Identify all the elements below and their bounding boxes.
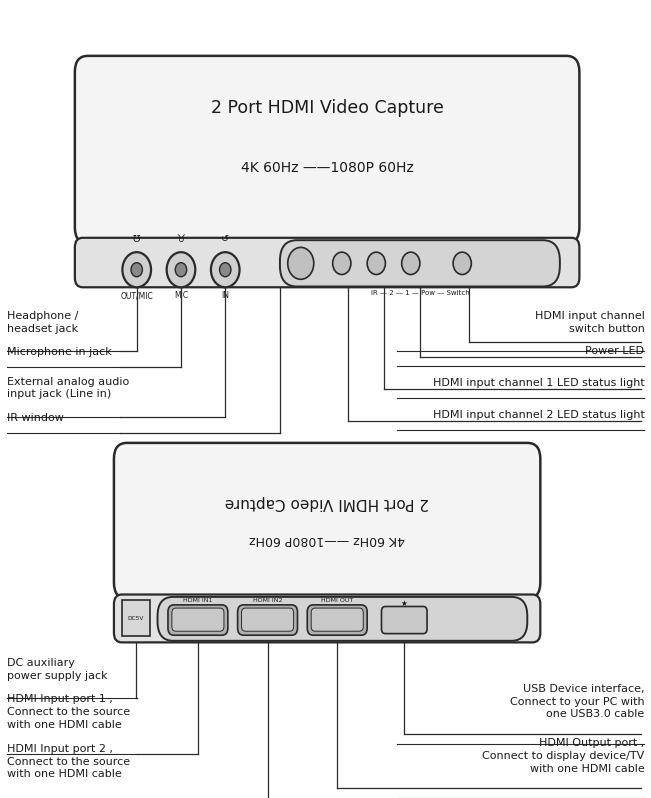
Circle shape bbox=[131, 263, 143, 277]
Text: ★: ★ bbox=[401, 598, 408, 607]
Circle shape bbox=[219, 263, 231, 277]
Text: External analog audio
input jack (Line in): External analog audio input jack (Line i… bbox=[7, 377, 129, 400]
Text: MIC: MIC bbox=[174, 291, 188, 300]
Text: IR — 2 — 1 — Pow — Switch: IR — 2 — 1 — Pow — Switch bbox=[370, 290, 469, 297]
Text: HDMI Input port 1 ,
Connect to the source
with one HDMI cable: HDMI Input port 1 , Connect to the sourc… bbox=[7, 694, 130, 730]
Text: 2 Port HDMI Video Capture: 2 Port HDMI Video Capture bbox=[211, 100, 443, 117]
Text: Microphone in jack: Microphone in jack bbox=[7, 347, 111, 358]
Circle shape bbox=[175, 263, 187, 277]
Text: IR window: IR window bbox=[7, 413, 63, 424]
FancyBboxPatch shape bbox=[307, 605, 367, 635]
FancyBboxPatch shape bbox=[381, 606, 427, 634]
Circle shape bbox=[402, 252, 420, 275]
Circle shape bbox=[333, 252, 351, 275]
FancyBboxPatch shape bbox=[168, 605, 228, 635]
Text: HDMI IN2: HDMI IN2 bbox=[253, 598, 283, 603]
Circle shape bbox=[367, 252, 385, 275]
Text: HDMI Output port ,
Connect to display device/TV
with one HDMI cable: HDMI Output port , Connect to display de… bbox=[482, 738, 644, 774]
Text: HDMI input channel
switch button: HDMI input channel switch button bbox=[534, 311, 644, 334]
Text: USB Device interface,
Connect to your PC with
one USB3.0 cable: USB Device interface, Connect to your PC… bbox=[510, 684, 644, 720]
Text: DC auxiliary
power supply jack: DC auxiliary power supply jack bbox=[7, 658, 107, 681]
FancyBboxPatch shape bbox=[238, 605, 298, 635]
FancyBboxPatch shape bbox=[280, 240, 560, 286]
Circle shape bbox=[288, 247, 314, 279]
FancyBboxPatch shape bbox=[114, 443, 540, 598]
FancyBboxPatch shape bbox=[172, 608, 224, 631]
FancyBboxPatch shape bbox=[114, 595, 540, 642]
Text: ℧: ℧ bbox=[133, 234, 141, 244]
Text: HDMI Input port 2 ,
Connect to the source
with one HDMI cable: HDMI Input port 2 , Connect to the sourc… bbox=[7, 744, 130, 780]
FancyBboxPatch shape bbox=[242, 608, 294, 631]
Text: HDMI input channel 1 LED status light: HDMI input channel 1 LED status light bbox=[433, 378, 644, 389]
Text: IN: IN bbox=[221, 291, 229, 300]
Text: 4K 60Hz ——1080P 60Hz: 4K 60Hz ——1080P 60Hz bbox=[249, 533, 405, 546]
Text: ↺: ↺ bbox=[221, 234, 229, 244]
Circle shape bbox=[211, 252, 240, 287]
FancyBboxPatch shape bbox=[75, 56, 579, 243]
Text: HDMI IN1: HDMI IN1 bbox=[183, 598, 213, 603]
FancyBboxPatch shape bbox=[311, 608, 363, 631]
Text: OUT/MIC: OUT/MIC bbox=[120, 291, 153, 300]
Text: 4K 60Hz ——1080P 60Hz: 4K 60Hz ——1080P 60Hz bbox=[241, 161, 413, 176]
Circle shape bbox=[167, 252, 195, 287]
Text: 2 Port HDMI Video Capture: 2 Port HDMI Video Capture bbox=[225, 495, 429, 509]
Circle shape bbox=[122, 252, 151, 287]
Text: HDMI OUT: HDMI OUT bbox=[321, 598, 353, 603]
FancyBboxPatch shape bbox=[158, 597, 527, 641]
Text: HDMI input channel 2 LED status light: HDMI input channel 2 LED status light bbox=[433, 410, 644, 421]
Circle shape bbox=[453, 252, 471, 275]
Text: DC5V: DC5V bbox=[128, 615, 145, 621]
Bar bbox=[122, 600, 150, 636]
Text: Power LED: Power LED bbox=[585, 346, 644, 357]
FancyBboxPatch shape bbox=[75, 238, 579, 287]
Text: ♉: ♉ bbox=[176, 234, 186, 244]
Text: Headphone /
headset jack: Headphone / headset jack bbox=[7, 311, 78, 334]
